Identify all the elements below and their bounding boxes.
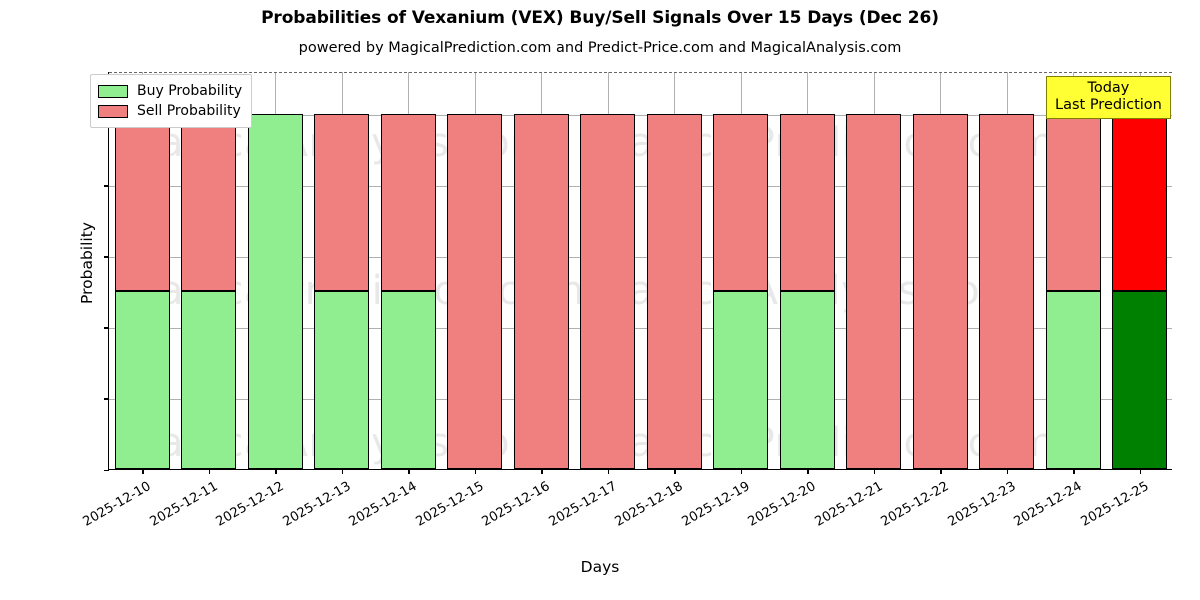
x-tick-mark [408,469,410,474]
bar-group[interactable] [181,71,236,469]
x-axis-label: Days [580,558,620,576]
bars-layer [109,72,1172,469]
legend-swatch-sell [98,104,128,118]
bar-segment-sell[interactable] [314,113,369,292]
legend-swatch-buy [98,84,128,98]
bar-segment-sell[interactable] [1112,113,1167,292]
chart-title: Probabilities of Vexanium (VEX) Buy/Sell… [261,8,939,28]
bar-group[interactable] [646,71,702,469]
y-tick-mark [104,185,109,187]
bar-group[interactable] [979,71,1034,469]
bar-segment-sell[interactable] [846,113,901,469]
bar-group[interactable] [380,71,436,469]
y-tick-mark [104,398,109,400]
reference-line-layer [109,72,1172,469]
legend-label-buy: Buy Probability [137,83,243,99]
bar-group[interactable] [314,71,369,469]
gridline-horizontal [109,256,1172,258]
bar-segment-sell[interactable] [447,113,502,469]
x-tick-mark [541,469,543,474]
gridline-horizontal [109,185,1172,187]
bar-group[interactable] [912,71,968,469]
x-tick-mark [1006,469,1009,474]
x-tick-mark [474,469,477,474]
chart-subtitle: powered by MagicalPrediction.com and Pre… [298,40,902,56]
x-tick-mark [740,469,743,474]
x-tick-mark [275,469,277,474]
x-tick-mark [807,469,809,474]
x-tick-mark [341,469,344,474]
bar-segment-sell[interactable] [646,113,702,469]
bar-group[interactable] [513,71,569,469]
y-tick-mark [104,469,109,471]
plot-area: MagicalAnalysis.comMagicalPrediction.com… [78,72,1172,530]
chart-legend: Buy Probability Sell Probability [90,74,253,128]
bar-segment-sell[interactable] [114,113,170,292]
x-tick-mark [142,469,144,474]
gridline-horizontal [109,398,1172,400]
bar-segment-sell[interactable] [181,113,236,292]
today-annotation-line1: Today [1087,80,1130,96]
bar-segment-buy[interactable] [181,291,236,469]
bar-segment-sell[interactable] [380,113,436,292]
bar-segment-sell[interactable] [580,113,635,469]
x-tick-mark [674,469,676,474]
bar-segment-buy[interactable] [247,113,303,469]
x-tick-mark [873,469,876,474]
bar-group[interactable] [1112,71,1167,469]
today-annotation-line2: Last Prediction [1055,97,1162,114]
bar-segment-buy[interactable] [779,291,835,469]
bar-segment-sell[interactable] [779,113,835,292]
bar-group[interactable] [580,71,635,469]
bar-segment-sell[interactable] [912,113,968,469]
bar-group[interactable] [247,71,303,469]
gridline-horizontal [109,327,1172,329]
bar-group[interactable] [713,71,768,469]
bar-segment-sell[interactable] [979,113,1034,469]
legend-item-buy: Buy Probability [98,81,242,101]
x-tick-mark [1139,469,1142,474]
bar-segment-sell[interactable] [513,113,569,469]
bar-group[interactable] [114,71,170,469]
bar-segment-buy[interactable] [1112,291,1167,469]
gridline-horizontal [109,114,1172,116]
bar-group[interactable] [779,71,835,469]
y-tick-mark [104,327,109,329]
x-tick-mark [940,469,942,474]
today-annotation: Today Last Prediction [1046,76,1171,120]
x-tick-mark [208,469,211,474]
bar-segment-buy[interactable] [114,291,170,469]
y-axis-label: Probability [78,221,96,304]
bar-group[interactable] [846,71,901,469]
bar-group[interactable] [447,71,502,469]
bar-segment-buy[interactable] [314,291,369,469]
x-tick-mark [1073,469,1075,474]
bar-segment-buy[interactable] [1045,291,1101,469]
legend-item-sell: Sell Probability [98,101,242,121]
bar-segment-buy[interactable] [713,291,768,469]
bar-segment-buy[interactable] [380,291,436,469]
y-tick-mark [104,256,109,258]
x-tick-mark [607,469,610,474]
legend-label-sell: Sell Probability [137,103,241,119]
reference-dashed-line [109,72,1172,73]
bar-segment-sell[interactable] [713,113,768,292]
